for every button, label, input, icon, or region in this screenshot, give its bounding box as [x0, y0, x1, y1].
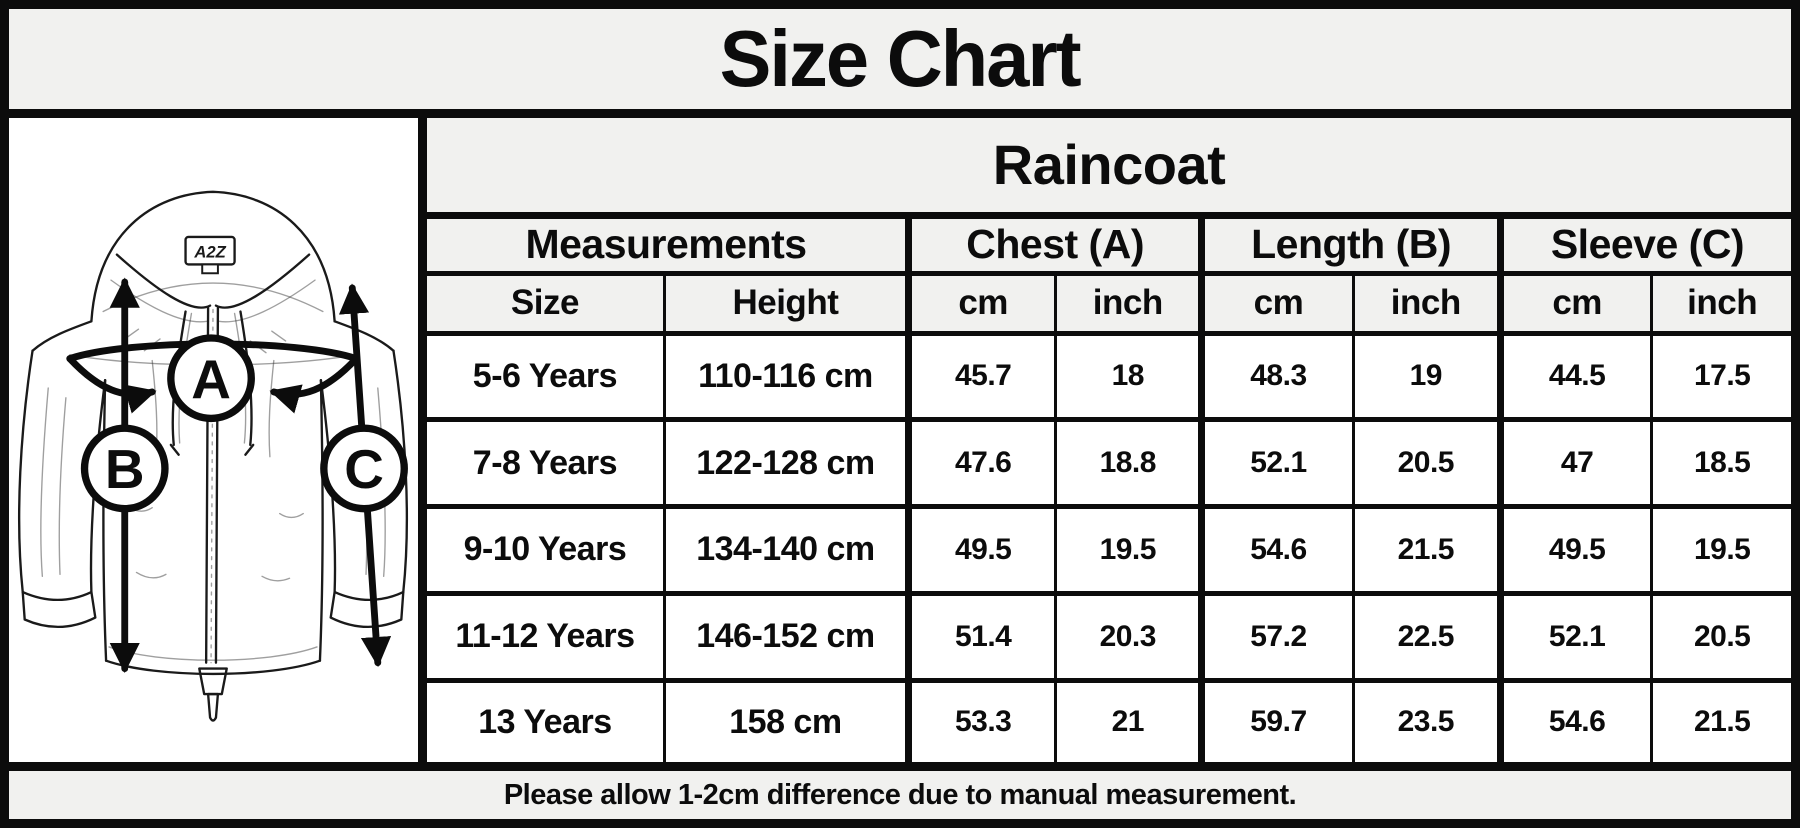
cell-length-inch: 22.5	[1351, 591, 1502, 683]
size-table: Raincoat Measurements Chest (A) Length (…	[427, 118, 1791, 762]
cell-size: 13 Years	[427, 678, 666, 762]
cell-chest-inch: 20.3	[1054, 591, 1204, 683]
cell-sleeve-inch: 21.5	[1650, 678, 1791, 762]
cell-size: 9-10 Years	[427, 505, 666, 596]
cell-length-inch: 23.5	[1351, 678, 1502, 762]
title-bar: Size Chart	[9, 9, 1791, 118]
cell-sleeve-cm: 44.5	[1496, 331, 1654, 423]
brand-label: A2Z	[184, 235, 236, 275]
cell-height: 110-116 cm	[662, 331, 911, 423]
table-row: 11-12 Years 146-152 cm 51.4 20.3 57.2 22…	[427, 591, 1791, 683]
cell-size: 11-12 Years	[427, 591, 666, 683]
table-title: Raincoat	[427, 118, 1791, 219]
table-row: 7-8 Years 122-128 cm 47.6 18.8 52.1 20.5…	[427, 418, 1791, 510]
content: A2Z	[9, 118, 1791, 762]
cell-length-inch: 20.5	[1351, 418, 1502, 510]
col-header-size: Size	[427, 271, 666, 336]
cell-sleeve-inch: 20.5	[1650, 591, 1791, 683]
cell-chest-cm: 47.6	[904, 418, 1058, 510]
cell-sleeve-cm: 47	[1496, 418, 1654, 510]
col-header-chest-cm: cm	[904, 271, 1058, 336]
note-bar: Please allow 1-2cm difference due to man…	[9, 762, 1791, 819]
size-table-panel: Raincoat Measurements Chest (A) Length (…	[427, 118, 1791, 762]
cell-length-inch: 21.5	[1351, 505, 1502, 596]
cell-chest-cm: 51.4	[904, 591, 1058, 683]
raincoat-sketch: A2Z	[17, 190, 409, 722]
sleeve-left	[17, 349, 107, 629]
brand-text: A2Z	[193, 243, 226, 262]
table-row: 13 Years 158 cm 53.3 21 59.7 23.5 54.6 2…	[427, 678, 1791, 762]
group-header-row: Measurements Chest (A) Length (B) Sleeve…	[427, 213, 1791, 276]
table-title-row: Raincoat	[427, 118, 1791, 219]
group-header-chest: Chest (A)	[904, 213, 1204, 276]
col-header-length-cm: cm	[1198, 271, 1355, 336]
cell-sleeve-inch: 17.5	[1650, 331, 1791, 423]
cell-chest-inch: 21	[1054, 678, 1204, 762]
group-header-sleeve: Sleeve (C)	[1496, 213, 1791, 276]
measure-b-badge: B	[80, 424, 169, 513]
cell-height: 134-140 cm	[662, 505, 911, 596]
cell-length-cm: 57.2	[1198, 591, 1355, 683]
table-row: 9-10 Years 134-140 cm 49.5 19.5 54.6 21.…	[427, 505, 1791, 596]
cell-sleeve-inch: 19.5	[1650, 505, 1791, 596]
cell-height: 158 cm	[662, 678, 911, 762]
cell-sleeve-cm: 54.6	[1496, 678, 1654, 762]
cell-chest-inch: 18	[1054, 331, 1204, 423]
measure-c-badge: C	[320, 424, 408, 513]
cell-height: 122-128 cm	[662, 418, 911, 510]
cell-length-cm: 48.3	[1198, 331, 1355, 423]
col-header-sleeve-cm: cm	[1496, 271, 1654, 336]
cell-length-cm: 52.1	[1198, 418, 1355, 510]
cell-size: 5-6 Years	[427, 331, 666, 423]
group-header-length: Length (B)	[1198, 213, 1502, 276]
col-header-sleeve-inch: inch	[1650, 271, 1791, 336]
cell-sleeve-cm: 49.5	[1496, 505, 1654, 596]
measure-c-label: C	[344, 438, 384, 500]
cell-chest-inch: 18.8	[1054, 418, 1204, 510]
column-header-row: Size Height cm inch cm inch cm inch	[427, 271, 1791, 336]
cell-size: 7-8 Years	[427, 418, 666, 510]
page-title: Size Chart	[719, 14, 1082, 103]
cell-height: 146-152 cm	[662, 591, 911, 683]
group-header-measurements: Measurements	[427, 213, 910, 276]
cell-length-cm: 54.6	[1198, 505, 1355, 596]
measure-a-badge: A	[167, 334, 255, 423]
table-row: 5-6 Years 110-116 cm 45.7 18 48.3 19 44.…	[427, 331, 1791, 423]
cell-length-cm: 59.7	[1198, 678, 1355, 762]
cell-chest-cm: 53.3	[904, 678, 1058, 762]
cell-chest-cm: 45.7	[904, 331, 1058, 423]
measure-a-label: A	[191, 348, 231, 410]
measure-b-label: B	[105, 438, 145, 500]
diagram-panel: A2Z	[9, 118, 427, 762]
cell-length-inch: 19	[1351, 331, 1502, 423]
note-text: Please allow 1-2cm difference due to man…	[503, 778, 1297, 811]
cell-sleeve-cm: 52.1	[1496, 591, 1654, 683]
col-header-length-inch: inch	[1351, 271, 1502, 336]
cell-chest-inch: 19.5	[1054, 505, 1204, 596]
col-header-height: Height	[662, 271, 911, 336]
cell-sleeve-inch: 18.5	[1650, 418, 1791, 510]
cell-chest-cm: 49.5	[904, 505, 1058, 596]
col-header-chest-inch: inch	[1054, 271, 1204, 336]
